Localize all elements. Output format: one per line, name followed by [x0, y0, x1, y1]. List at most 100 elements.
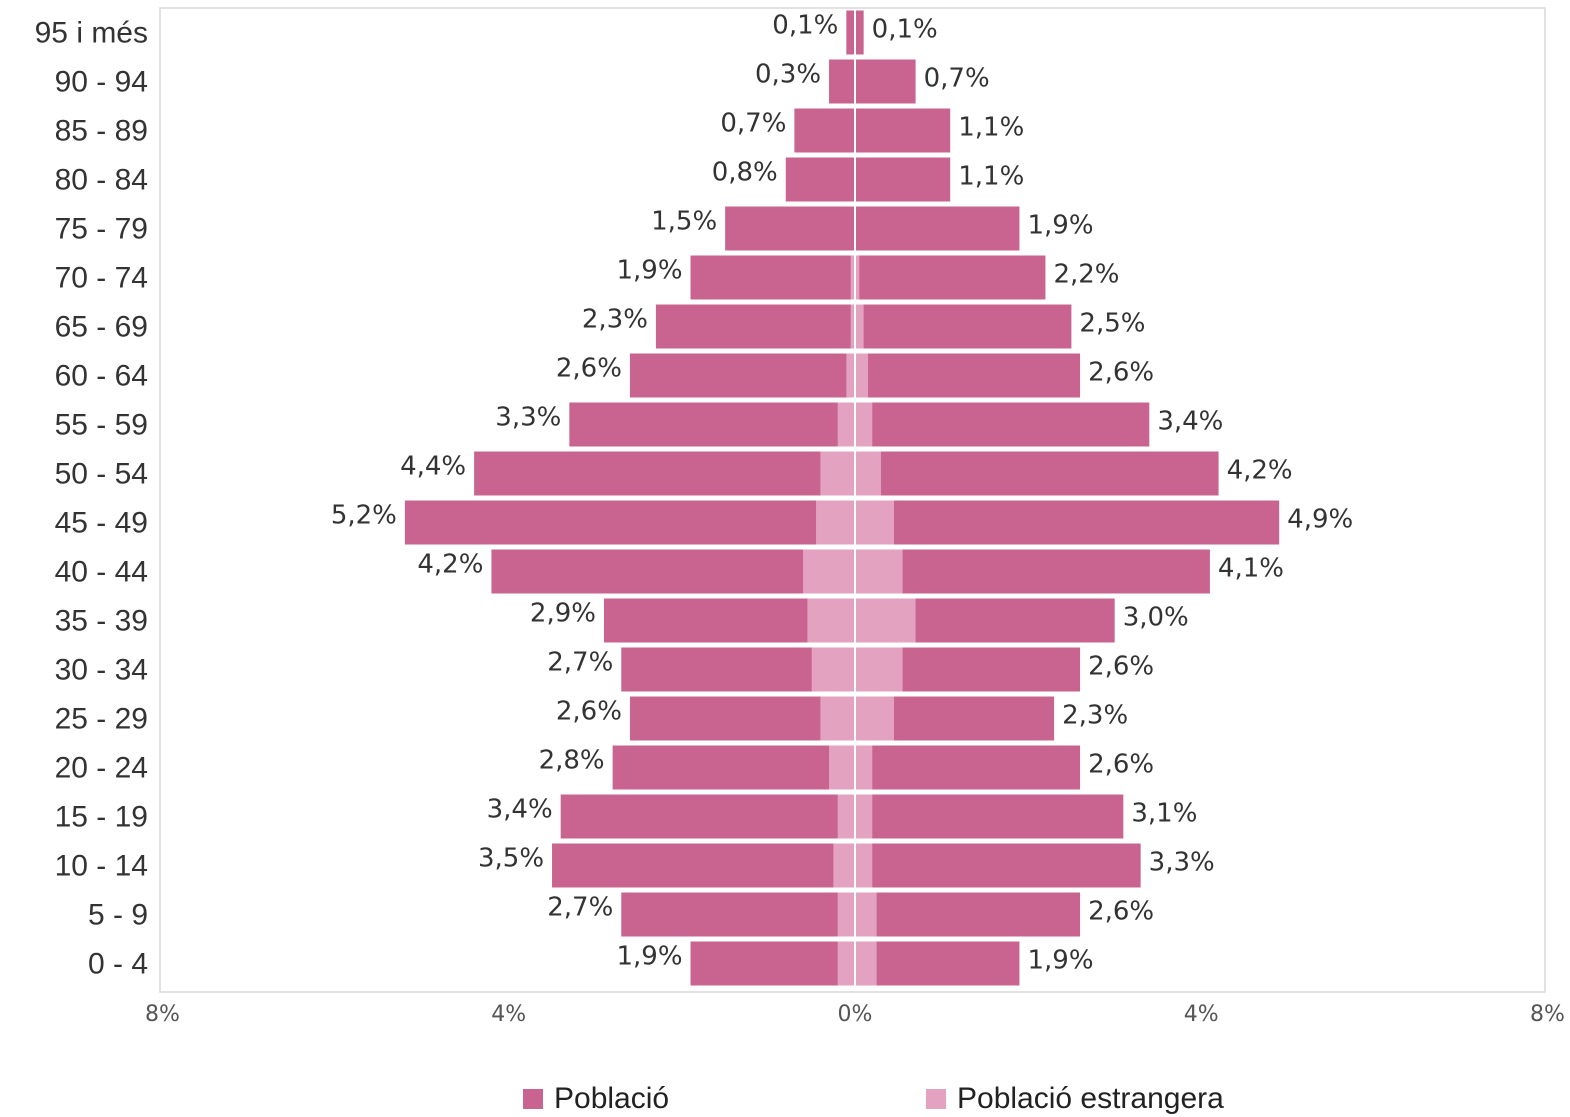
bar-foreign-left	[837, 794, 855, 839]
age-group-label: 75 - 79	[55, 213, 148, 246]
bar-population-left	[725, 206, 855, 251]
bar-foreign-right	[855, 647, 903, 692]
age-group-label: 15 - 19	[55, 801, 148, 834]
value-label-right: 4,9%	[1287, 505, 1353, 535]
bar-foreign-left	[807, 598, 855, 643]
age-group-label: 70 - 74	[55, 262, 148, 295]
value-label-right: 2,5%	[1079, 309, 1145, 339]
age-group-label: 10 - 14	[55, 850, 148, 883]
bar-population-right	[855, 59, 916, 104]
bar-foreign-left	[833, 843, 855, 888]
age-group-label: 35 - 39	[55, 605, 148, 638]
bar-population-left	[569, 402, 855, 447]
value-label-right: 0,7%	[924, 64, 990, 94]
value-label-left: 2,7%	[547, 893, 613, 923]
bar-foreign-left	[820, 696, 855, 741]
bar-foreign-right	[855, 402, 873, 447]
bar-foreign-left	[803, 549, 855, 594]
bar-population-left	[612, 745, 855, 790]
value-label-right: 4,1%	[1218, 554, 1284, 584]
bar-foreign-right	[855, 255, 860, 300]
bar-population-left	[491, 549, 855, 594]
bar-population-right	[855, 157, 951, 202]
bar-population-left	[474, 451, 855, 496]
bar-population-left	[629, 696, 855, 741]
value-label-left: 1,9%	[616, 256, 682, 286]
bar-population-right	[855, 10, 864, 55]
x-tick-label: 4%	[1184, 1002, 1219, 1027]
bar-foreign-right	[855, 843, 873, 888]
age-group-label: 95 i més	[35, 17, 148, 50]
bar-foreign-right	[855, 598, 916, 643]
bar-population-right	[855, 402, 1150, 447]
bar-population-left	[794, 108, 855, 153]
value-label-left: 2,3%	[582, 305, 648, 335]
bar-foreign-right	[855, 549, 903, 594]
bar-population-left	[621, 892, 855, 937]
bar-foreign-right	[855, 500, 894, 545]
bar-population-left	[629, 353, 855, 398]
bar-population-right	[855, 745, 1081, 790]
value-label-right: 1,9%	[1027, 946, 1093, 976]
legend-label-foreign: Població estrangera	[957, 1082, 1224, 1115]
value-label-left: 0,1%	[772, 11, 838, 41]
bar-population-right	[855, 206, 1020, 251]
value-label-left: 3,4%	[487, 795, 553, 825]
bar-population-right	[855, 108, 951, 153]
bar-population-right	[855, 304, 1072, 349]
bar-foreign-left	[837, 941, 855, 986]
value-label-right: 1,1%	[958, 113, 1024, 143]
bar-foreign-left	[816, 500, 855, 545]
bar-foreign-right	[855, 941, 877, 986]
value-label-right: 3,4%	[1157, 407, 1223, 437]
age-group-label: 20 - 24	[55, 752, 148, 785]
value-label-right: 3,0%	[1123, 603, 1189, 633]
age-group-label: 60 - 64	[55, 360, 148, 393]
value-label-right: 3,3%	[1149, 848, 1215, 878]
x-tick-label: 4%	[491, 1002, 526, 1027]
value-label-left: 3,5%	[478, 844, 544, 874]
value-label-left: 1,9%	[616, 942, 682, 972]
age-group-label: 30 - 34	[55, 654, 148, 687]
value-label-left: 4,4%	[400, 452, 466, 482]
bar-foreign-right	[855, 745, 873, 790]
value-label-right: 2,6%	[1088, 897, 1154, 927]
value-label-left: 2,7%	[547, 648, 613, 678]
age-group-label: 45 - 49	[55, 507, 148, 540]
age-group-label: 40 - 44	[55, 556, 148, 589]
bar-foreign-left	[837, 402, 855, 447]
value-label-left: 0,8%	[712, 158, 778, 188]
bar-population-right	[855, 941, 1020, 986]
bar-foreign-left	[850, 304, 855, 349]
age-group-label: 85 - 89	[55, 115, 148, 148]
bar-foreign-right	[855, 892, 877, 937]
value-label-left: 4,2%	[417, 550, 483, 580]
bar-population-left	[560, 794, 855, 839]
value-label-left: 0,7%	[720, 109, 786, 139]
age-group-label: 5 - 9	[88, 899, 148, 932]
bar-population-left	[846, 10, 855, 55]
bar-population-left	[552, 843, 855, 888]
age-group-label: 50 - 54	[55, 458, 148, 491]
bar-population-left	[690, 941, 855, 986]
value-label-left: 0,3%	[755, 60, 821, 90]
bar-foreign-right	[855, 353, 868, 398]
age-group-label: 25 - 29	[55, 703, 148, 736]
value-label-left: 2,8%	[539, 746, 605, 776]
bar-foreign-right	[855, 304, 864, 349]
age-group-label: 0 - 4	[88, 948, 148, 981]
value-label-left: 1,5%	[651, 207, 717, 237]
bar-foreign-left	[829, 745, 855, 790]
bar-population-left	[655, 304, 855, 349]
legend-swatch-population	[523, 1089, 543, 1109]
x-tick-label: 0%	[838, 1002, 873, 1027]
legend-swatch-foreign	[926, 1089, 946, 1109]
bar-population-left	[404, 500, 855, 545]
value-label-right: 2,2%	[1053, 260, 1119, 290]
value-label-right: 1,1%	[958, 162, 1024, 192]
value-label-right: 2,6%	[1088, 652, 1154, 682]
age-group-label: 65 - 69	[55, 311, 148, 344]
age-group-label: 55 - 59	[55, 409, 148, 442]
bar-foreign-left	[846, 353, 855, 398]
